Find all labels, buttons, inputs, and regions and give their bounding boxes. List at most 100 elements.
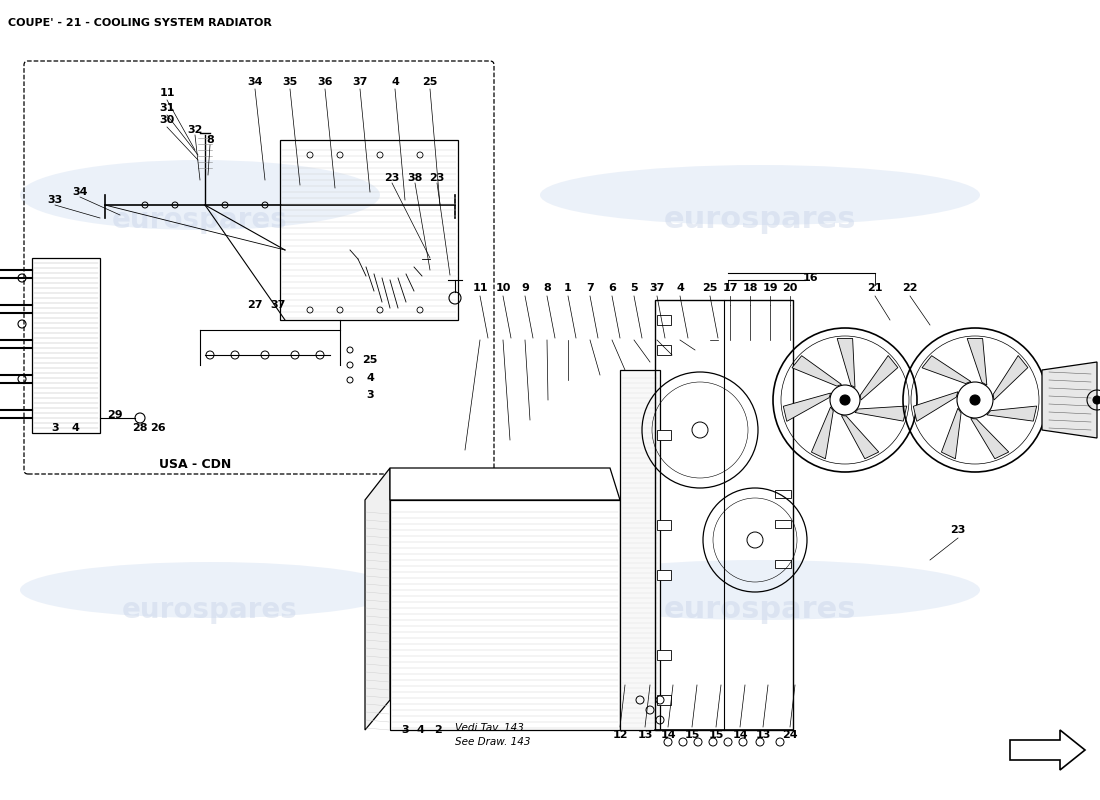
Text: 19: 19: [762, 283, 778, 293]
Bar: [654, 300, 793, 730]
Text: 4: 4: [366, 373, 374, 383]
Text: 4: 4: [676, 283, 684, 293]
Bar: [657, 695, 671, 705]
Text: 3: 3: [402, 725, 409, 735]
Text: 30: 30: [160, 115, 175, 125]
Ellipse shape: [540, 165, 980, 225]
Polygon shape: [971, 418, 1009, 458]
Text: 25: 25: [362, 355, 377, 365]
Bar: [657, 345, 671, 355]
Text: 36: 36: [317, 77, 332, 87]
Text: 31: 31: [160, 103, 175, 113]
Text: 12: 12: [613, 730, 628, 740]
Text: COUPE' - 21 - COOLING SYSTEM RADIATOR: COUPE' - 21 - COOLING SYSTEM RADIATOR: [8, 18, 272, 28]
Text: 9: 9: [521, 283, 529, 293]
Text: 20: 20: [782, 283, 797, 293]
Text: 21: 21: [867, 283, 882, 293]
Circle shape: [1093, 396, 1100, 404]
Polygon shape: [922, 356, 971, 383]
Text: 23: 23: [384, 173, 399, 183]
Text: 27: 27: [248, 300, 263, 310]
Text: 18: 18: [742, 283, 758, 293]
Bar: [776, 520, 791, 528]
Text: 3: 3: [52, 423, 58, 433]
Bar: [620, 370, 660, 730]
Polygon shape: [365, 468, 390, 730]
Text: 23: 23: [429, 173, 444, 183]
Circle shape: [970, 395, 980, 405]
Bar: [657, 430, 671, 440]
Text: See Draw. 143: See Draw. 143: [455, 737, 530, 747]
Bar: [657, 520, 671, 530]
Text: 23: 23: [950, 525, 966, 535]
Text: 38: 38: [407, 173, 422, 183]
Polygon shape: [390, 500, 620, 730]
Text: eurospares: eurospares: [112, 206, 288, 234]
Ellipse shape: [20, 160, 379, 230]
Text: 14: 14: [733, 730, 748, 740]
Text: 4: 4: [416, 725, 424, 735]
Text: 15: 15: [684, 730, 700, 740]
Text: 37: 37: [352, 77, 367, 87]
Text: 13: 13: [756, 730, 771, 740]
Text: 6: 6: [608, 283, 616, 293]
Text: eurospares: eurospares: [122, 596, 298, 624]
Polygon shape: [987, 406, 1036, 421]
Bar: [657, 315, 671, 325]
Text: 11: 11: [160, 88, 175, 98]
Polygon shape: [837, 338, 855, 387]
Bar: [776, 490, 791, 498]
Text: 8: 8: [206, 135, 213, 145]
Polygon shape: [1010, 730, 1085, 770]
Text: 5: 5: [630, 283, 638, 293]
Polygon shape: [942, 408, 961, 459]
Text: USA - CDN: USA - CDN: [158, 458, 231, 471]
Text: 37: 37: [649, 283, 664, 293]
Polygon shape: [860, 355, 898, 400]
Text: 14: 14: [660, 730, 675, 740]
Polygon shape: [783, 393, 830, 422]
Text: 4: 4: [72, 423, 79, 433]
Bar: [657, 570, 671, 580]
Text: 11: 11: [472, 283, 487, 293]
Polygon shape: [1042, 362, 1097, 438]
Polygon shape: [842, 415, 879, 458]
Bar: [280, 140, 458, 320]
Text: 34: 34: [73, 187, 88, 197]
Polygon shape: [913, 392, 958, 422]
Bar: [657, 650, 671, 660]
Text: 34: 34: [248, 77, 263, 87]
Polygon shape: [390, 468, 620, 500]
Text: 2: 2: [434, 725, 442, 735]
Text: 7: 7: [586, 283, 594, 293]
Text: 24: 24: [782, 730, 797, 740]
Bar: [32, 258, 100, 433]
Text: 28: 28: [132, 423, 147, 433]
Text: 33: 33: [47, 195, 63, 205]
Text: 37: 37: [271, 300, 286, 310]
Text: 1: 1: [564, 283, 572, 293]
Text: 22: 22: [902, 283, 917, 293]
Text: 25: 25: [422, 77, 438, 87]
Polygon shape: [792, 356, 842, 386]
Circle shape: [840, 395, 850, 405]
Ellipse shape: [20, 562, 400, 618]
Text: 3: 3: [366, 390, 374, 400]
Text: 4: 4: [392, 77, 399, 87]
Text: Vedi Tav. 143: Vedi Tav. 143: [455, 723, 524, 733]
Text: 35: 35: [283, 77, 298, 87]
Text: 17: 17: [723, 283, 738, 293]
Text: 8: 8: [543, 283, 551, 293]
Text: 15: 15: [708, 730, 724, 740]
Text: 29: 29: [107, 410, 123, 420]
Text: 26: 26: [151, 423, 166, 433]
Text: 10: 10: [495, 283, 510, 293]
Text: 16: 16: [802, 273, 817, 283]
Text: 32: 32: [187, 125, 202, 135]
Polygon shape: [855, 406, 906, 421]
Text: eurospares: eurospares: [663, 206, 856, 234]
Polygon shape: [812, 407, 834, 459]
Bar: [776, 560, 791, 568]
Text: 13: 13: [637, 730, 652, 740]
Text: 25: 25: [702, 283, 717, 293]
